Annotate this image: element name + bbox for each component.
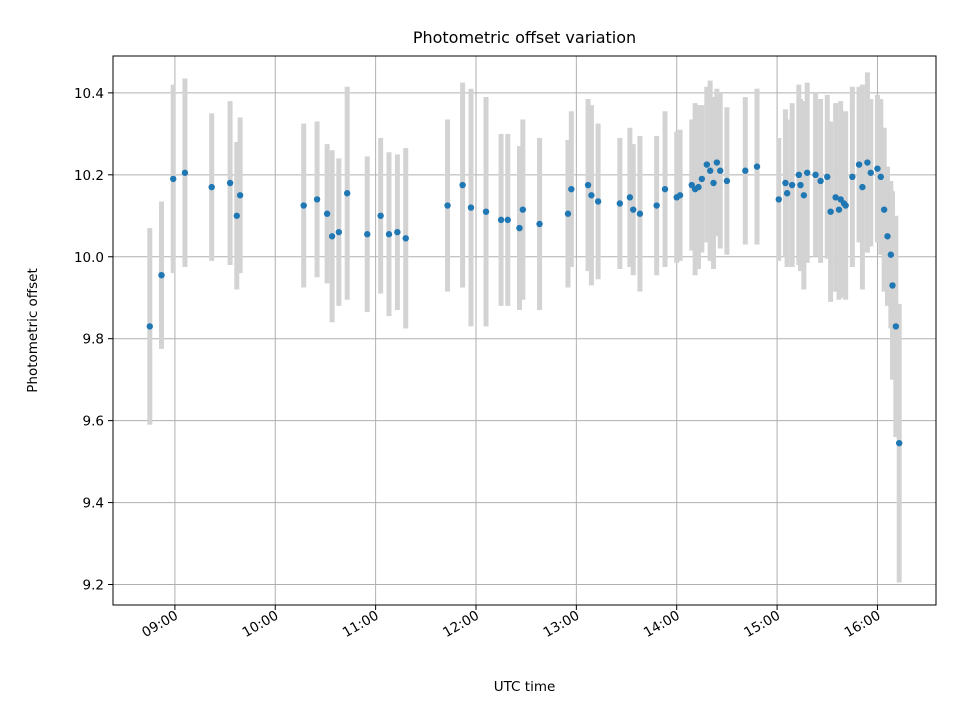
data-point xyxy=(519,206,527,213)
y-tick-label: 9.6 xyxy=(83,414,104,430)
data-point xyxy=(568,185,575,193)
data-point xyxy=(880,206,888,213)
y-axis: 9.2 9.4 9.6 9.8 10.0 10.2 10.4 xyxy=(74,86,113,594)
data-point xyxy=(887,251,895,258)
data-point xyxy=(653,202,660,209)
y-tick-label: 10.0 xyxy=(74,250,104,266)
data-point xyxy=(636,210,644,217)
data-point xyxy=(226,179,234,187)
data-point xyxy=(855,161,863,168)
data-point xyxy=(824,173,831,181)
data-point xyxy=(742,167,749,174)
data-point xyxy=(835,206,843,213)
data-points xyxy=(146,159,903,447)
data-point xyxy=(849,173,856,181)
data-point xyxy=(782,179,789,187)
data-point xyxy=(723,177,731,185)
data-point xyxy=(676,192,684,199)
data-point xyxy=(859,183,866,191)
data-point xyxy=(877,173,884,181)
data-point xyxy=(695,183,702,191)
data-point xyxy=(313,196,321,203)
data-point xyxy=(516,224,523,232)
data-point xyxy=(233,212,240,219)
data-point xyxy=(584,181,592,189)
data-point xyxy=(588,192,595,199)
data-point xyxy=(328,233,336,240)
data-point xyxy=(626,194,634,201)
y-tick-label: 9.8 xyxy=(83,332,104,348)
data-point xyxy=(803,169,811,176)
data-point xyxy=(444,202,451,209)
data-point xyxy=(630,206,637,213)
data-point xyxy=(812,171,819,179)
data-point xyxy=(864,159,871,166)
data-point xyxy=(795,171,803,179)
data-point xyxy=(867,169,874,176)
data-point xyxy=(661,185,669,193)
data-point xyxy=(364,231,371,238)
data-point xyxy=(402,235,409,242)
y-tick-label: 9.2 xyxy=(83,578,104,594)
data-point xyxy=(170,175,177,183)
data-point xyxy=(504,216,511,224)
data-point xyxy=(158,271,165,279)
data-point xyxy=(394,228,401,236)
data-point xyxy=(698,175,706,183)
data-point xyxy=(895,439,903,447)
data-point xyxy=(797,181,804,189)
data-point xyxy=(832,194,839,201)
data-point xyxy=(713,159,721,166)
data-point xyxy=(874,165,881,172)
data-point xyxy=(377,212,384,219)
data-point xyxy=(536,220,543,228)
data-point xyxy=(892,323,900,330)
data-point xyxy=(616,200,624,207)
data-point xyxy=(703,161,711,168)
data-point xyxy=(300,202,307,209)
data-point xyxy=(497,216,505,224)
data-point xyxy=(889,282,896,289)
data-point xyxy=(594,198,602,205)
data-point xyxy=(459,181,466,189)
data-point xyxy=(181,169,189,176)
y-tick-label: 10.4 xyxy=(74,86,104,102)
data-point xyxy=(775,196,782,203)
data-point xyxy=(827,208,834,215)
data-point xyxy=(335,228,343,236)
y-tick-label: 10.2 xyxy=(74,168,104,184)
data-point xyxy=(208,183,215,191)
data-point xyxy=(788,181,796,189)
data-point xyxy=(800,192,808,199)
data-point xyxy=(817,177,824,185)
data-point xyxy=(706,167,714,174)
data-point xyxy=(783,190,791,197)
data-point xyxy=(884,233,891,240)
data-point xyxy=(564,210,572,217)
data-point xyxy=(753,163,761,170)
data-point xyxy=(482,208,490,215)
x-axis-label: UTC time xyxy=(494,679,556,695)
data-point xyxy=(467,204,475,211)
y-axis-label: Photometric offset xyxy=(25,268,41,392)
chart-title: Photometric offset variation xyxy=(413,28,636,47)
data-point xyxy=(146,323,154,330)
data-point xyxy=(236,192,244,199)
plot-frame xyxy=(112,55,937,606)
data-point xyxy=(385,231,393,238)
data-point xyxy=(842,202,849,209)
data-point xyxy=(323,210,331,217)
data-point xyxy=(710,179,717,187)
data-point xyxy=(717,167,724,174)
data-point xyxy=(343,190,351,197)
y-tick-label: 9.4 xyxy=(83,496,104,512)
